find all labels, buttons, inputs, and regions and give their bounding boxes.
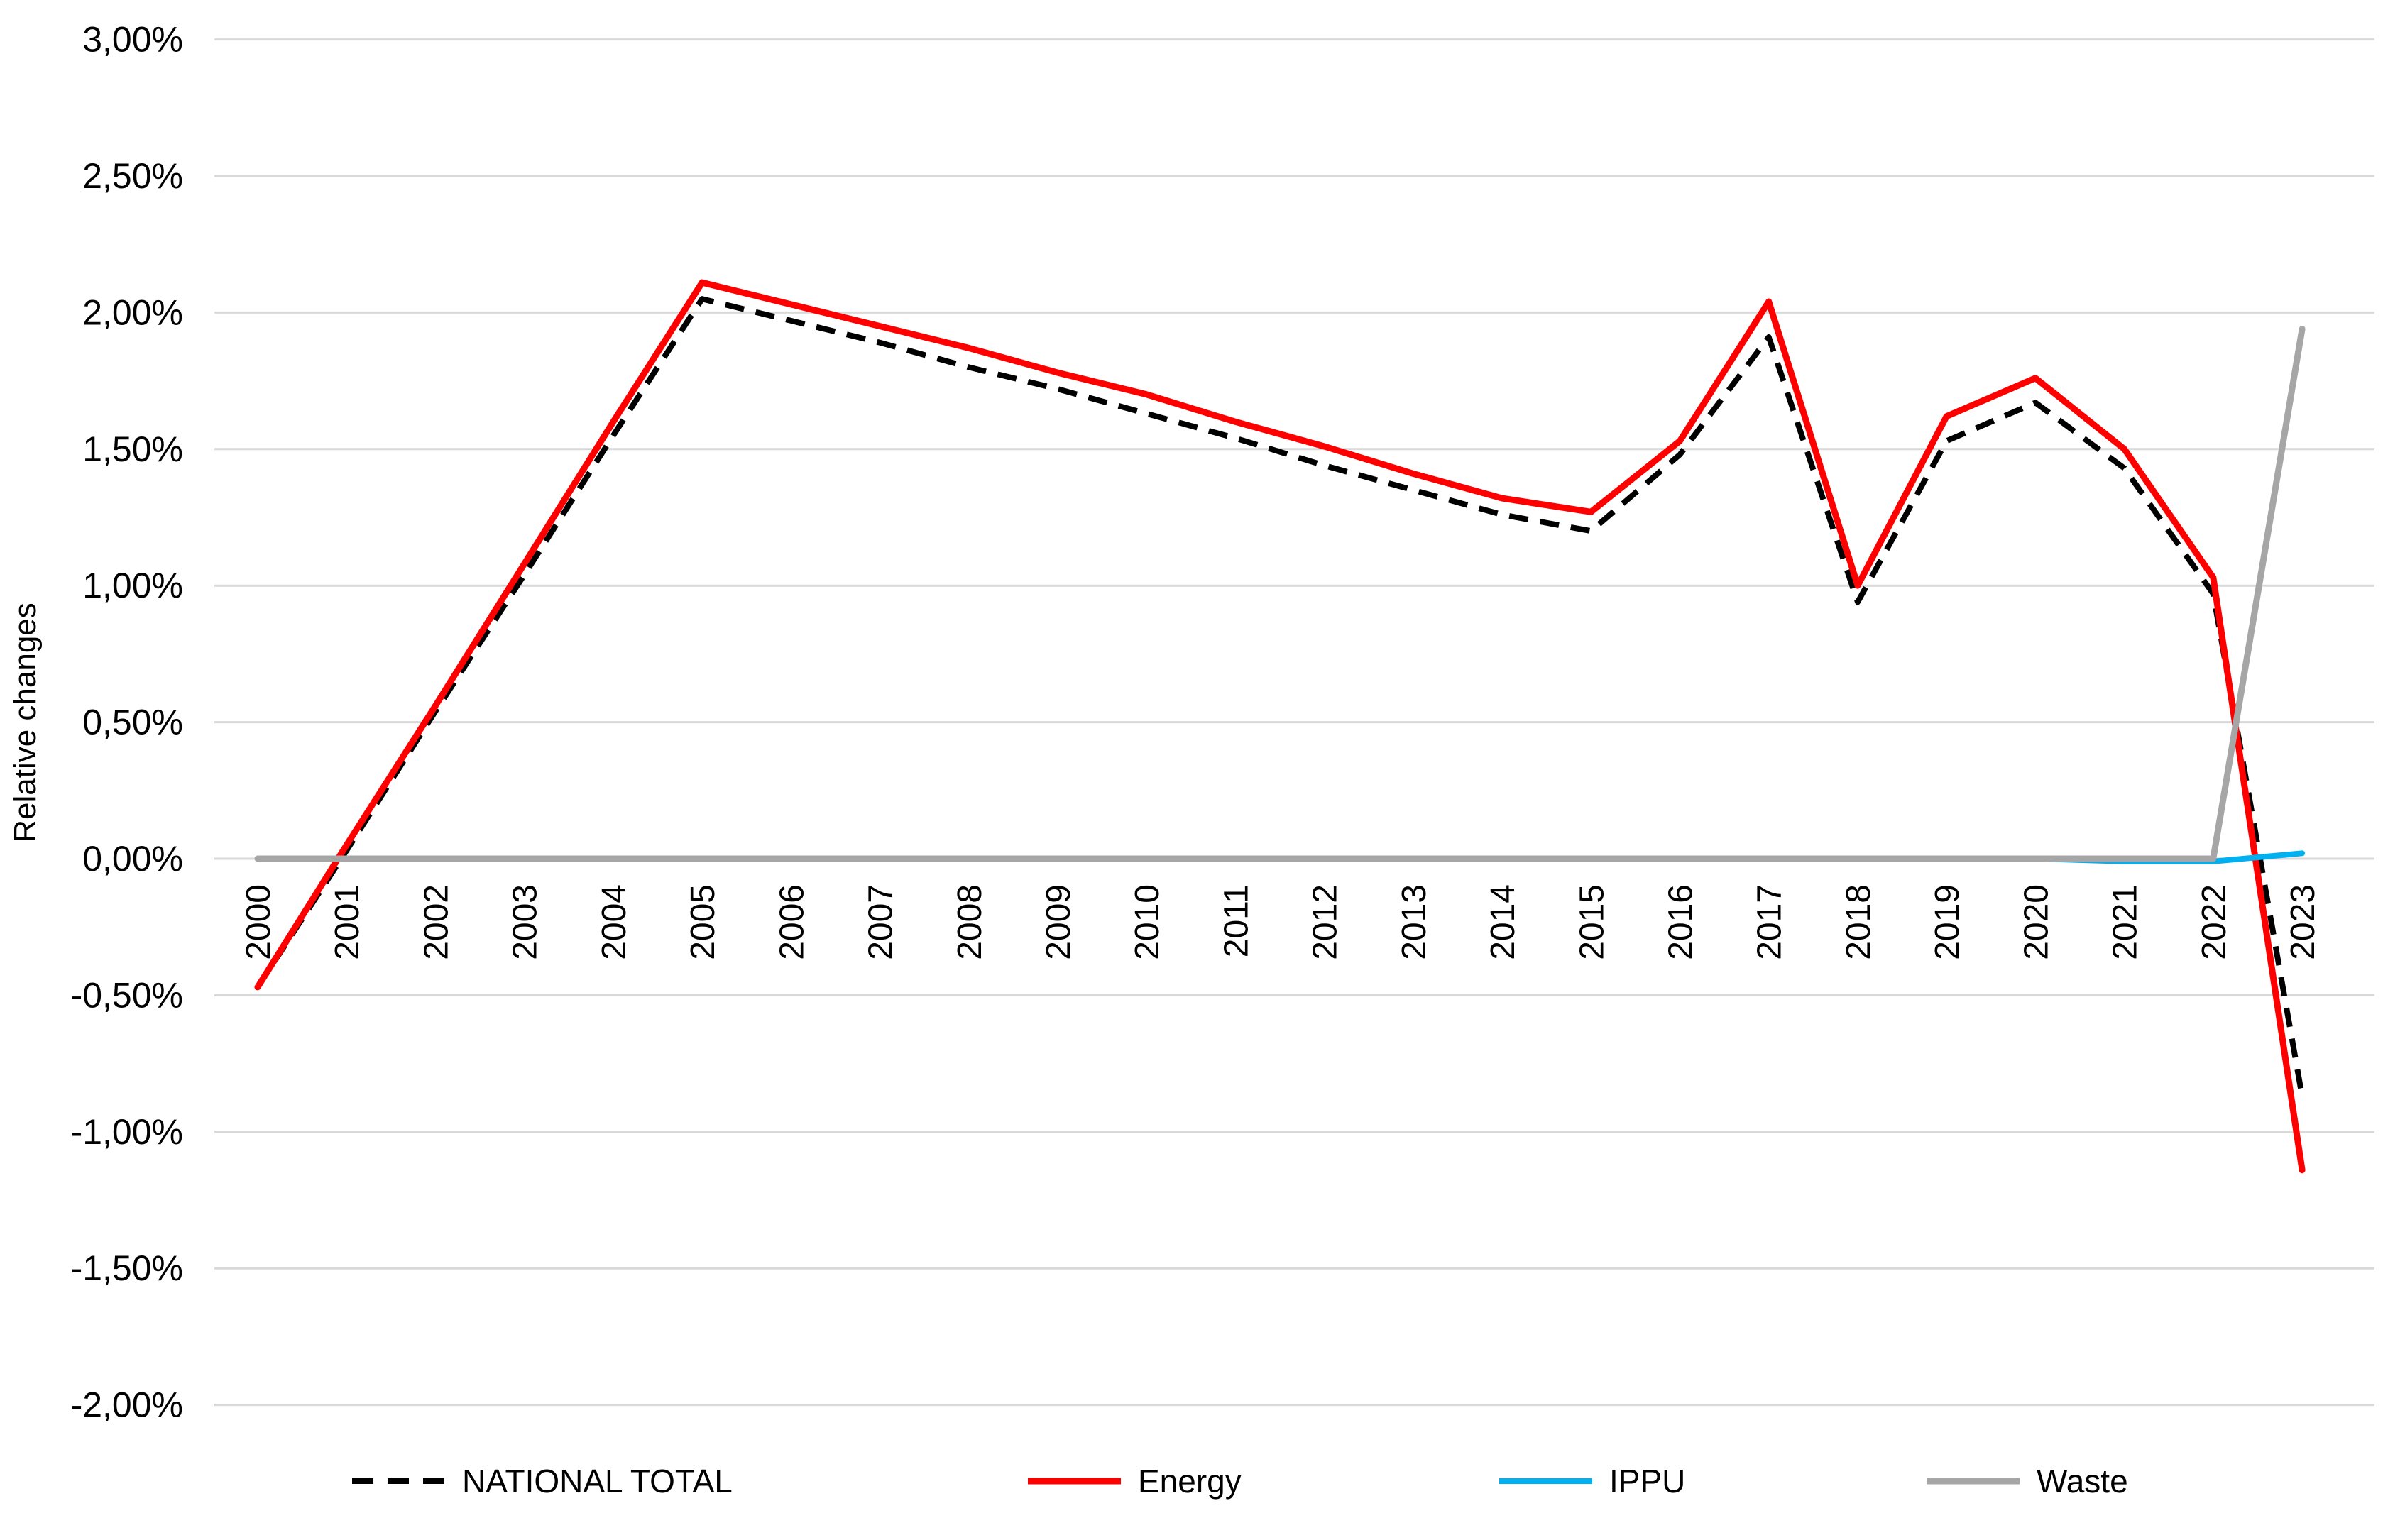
x-axis-tick-label: 2021: [2107, 884, 2144, 960]
y-axis-tick-label: 2,50%: [82, 156, 183, 196]
x-axis-tick-label: 2010: [1129, 884, 1166, 960]
x-axis-tick-label: 2004: [596, 884, 633, 960]
legend-label-national-total: NATIONAL TOTAL: [462, 1463, 733, 1500]
legend-label-waste: Waste: [2037, 1463, 2128, 1500]
y-axis-tick-label: -1,50%: [71, 1248, 183, 1288]
y-axis-tick-label: 0,00%: [82, 839, 183, 879]
series-line-national-total: [255, 296, 2306, 1097]
x-axis-tick-label: 2013: [1396, 884, 1433, 960]
legend-label-ippu: IPPU: [1609, 1463, 1685, 1500]
legend-label-energy: Energy: [1138, 1463, 1242, 1500]
x-axis-tick-label: 2023: [2284, 884, 2322, 960]
series-line-waste: [254, 326, 2306, 862]
legend: NATIONAL TOTAL Energy IPPU Waste: [352, 1463, 2128, 1500]
gridlines-group: [214, 38, 2374, 1407]
x-axis-tick-label: 2022: [2196, 884, 2233, 960]
y-axis-tick-label: 1,00%: [82, 566, 183, 605]
series-lines-group: [254, 279, 2306, 1174]
x-axis-tick-label: 2014: [1484, 884, 1522, 960]
x-axis-labels-group: 2000 2001 2002 2003 2004 2005 2006 2007 2008 2009…: [240, 884, 2322, 960]
x-axis-tick-label: 2012: [1307, 884, 1344, 960]
x-axis-tick-label: 2007: [862, 884, 900, 960]
x-axis-tick-label: 2015: [1573, 884, 1611, 960]
x-axis-tick-label: 2020: [2017, 884, 2055, 960]
x-axis-tick-label: 2002: [417, 884, 455, 960]
x-axis-tick-label: 2017: [1751, 884, 1789, 960]
y-axis-tick-label: -1,00%: [71, 1112, 183, 1152]
y-axis-tick-label: -2,00%: [71, 1385, 183, 1425]
x-axis-tick-label: 2006: [773, 884, 811, 960]
x-axis-tick-label: 2008: [951, 884, 989, 960]
y-axis-labels-group: 3,00% 2,50% 2,00% 1,50% 1,00% 0,50% 0,00% -0,50…: [71, 20, 183, 1425]
x-axis-tick-label: 2001: [329, 884, 366, 960]
x-axis-tick-label: 2000: [240, 884, 278, 960]
y-axis-tick-label: 3,00%: [82, 20, 183, 60]
y-axis-tick-label: 1,50%: [82, 429, 183, 469]
series-line-energy: [254, 279, 2306, 1174]
y-axis-tick-label: 0,50%: [82, 703, 183, 742]
y-axis-tick-label: -0,50%: [71, 975, 183, 1015]
x-axis-tick-label: 2009: [1040, 884, 1078, 960]
x-axis-tick-label: 2018: [1840, 884, 1878, 960]
y-axis-title: Relative changes: [8, 603, 43, 842]
y-axis-tick-label: 2,00%: [82, 292, 183, 332]
x-axis-tick-label: 2011: [1217, 884, 1255, 957]
x-axis-tick-label: 2016: [1662, 884, 1700, 960]
x-axis-tick-label: 2005: [684, 884, 722, 960]
x-axis-tick-label: 2019: [1929, 884, 1966, 960]
x-axis-tick-label: 2003: [507, 884, 544, 960]
